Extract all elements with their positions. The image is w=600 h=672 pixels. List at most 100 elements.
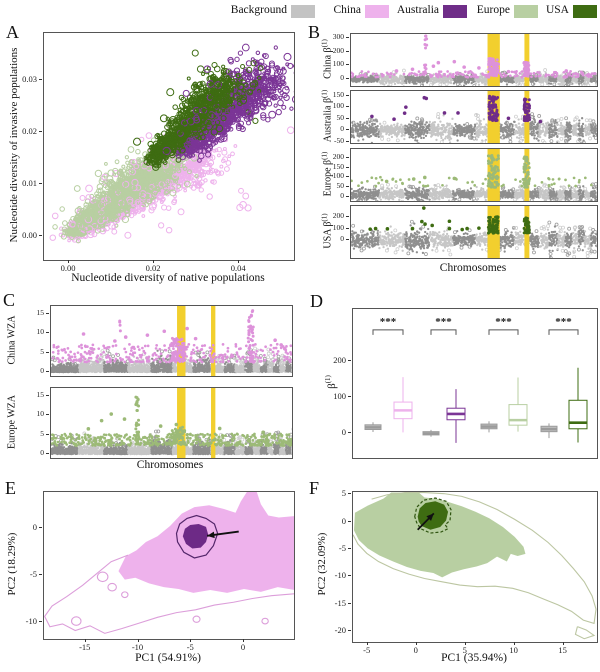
legend-item-label: Europe (476, 4, 510, 16)
y-tick-mark (46, 332, 49, 334)
y-tick-mark (39, 573, 42, 575)
panel-b-row-4-label: USA β(1) (320, 213, 333, 248)
x-tick-mark (84, 639, 86, 642)
panel-b-x-axis-title: Chromosomes (439, 262, 507, 274)
legend-item-label: Australia (396, 4, 439, 16)
y-tick-label: 100 (332, 171, 344, 181)
y-tick-label: 100 (333, 391, 346, 402)
row-label-text: Europe WZA (6, 395, 18, 449)
y-tick-mark (348, 359, 351, 361)
row-label-text: Australia β (322, 97, 334, 143)
x-tick-label: 0.04 (230, 263, 246, 273)
y-tick-mark (46, 394, 49, 396)
panel-b-row-1-canvas (350, 33, 598, 87)
legend-swatch (514, 5, 538, 18)
y-tick-label: 50 (336, 112, 345, 122)
x-tick-label: 0.02 (145, 263, 161, 273)
y-tick-label: 0 (340, 73, 344, 83)
panel-c-row-2-label: Europe WZA (7, 395, 18, 449)
x-tick-mark (464, 642, 466, 645)
panel-b-row-3-label: Europe β(1) (320, 152, 333, 197)
row-label-superscript: (1) (320, 151, 329, 160)
x-tick-label: 15 (558, 645, 567, 655)
x-tick-label: 0.00 (60, 263, 76, 273)
x-tick-label: -5 (363, 645, 371, 655)
y-tick-label: 5 (341, 488, 346, 499)
legend-item-label: Background (230, 4, 287, 16)
y-tick-label: 5 (40, 428, 44, 438)
y-tick-label: 0.02 (22, 125, 37, 136)
y-tick-label: 15 (36, 389, 45, 399)
y-tick-mark (39, 235, 42, 237)
y-tick-mark (346, 94, 349, 96)
panel-d-y-axis-title: β(1) (324, 375, 338, 389)
row-label-superscript: (1) (320, 39, 329, 48)
x-tick-mark (137, 639, 139, 642)
y-tick-label: 0 (340, 191, 344, 201)
y-tick-mark (348, 575, 351, 577)
y-tick-label: 50 (336, 181, 345, 191)
panel-label-a: A (6, 22, 19, 42)
row-label-superscript: (1) (320, 89, 329, 98)
y-tick-label: 150 (332, 89, 344, 99)
y-tick-mark (39, 621, 42, 623)
y-tick-mark (348, 520, 351, 522)
y-tick-mark (346, 196, 349, 198)
y-tick-label: 0.00 (22, 230, 37, 241)
x-tick-mark (190, 639, 192, 642)
y-tick-mark (346, 50, 349, 52)
y-tick-label: 200 (332, 151, 344, 161)
row-label-text: USA β (322, 221, 334, 249)
panel-a-x-axis-title: Nucleotide diversity of native populatio… (71, 272, 265, 284)
y-tick-label: 0 (40, 366, 44, 376)
row-label-text: China β (322, 47, 334, 79)
x-tick-mark (366, 642, 368, 645)
x-tick-label: -10 (131, 642, 144, 652)
x-tick-mark (562, 642, 564, 645)
y-tick-mark (346, 140, 349, 142)
y-tick-mark (39, 78, 42, 80)
y-tick-mark (46, 312, 49, 314)
y-tick-mark (39, 182, 42, 184)
x-tick-label: 0 (413, 645, 418, 655)
y-tick-label: 100 (332, 101, 344, 111)
y-tick-label: 0 (340, 124, 344, 134)
y-tick-label: -5 (29, 568, 37, 579)
y-tick-label: -50 (334, 135, 344, 145)
y-tick-label: 5 (40, 346, 44, 356)
panel-b-row-3-canvas (350, 148, 598, 202)
y-tick-mark (348, 602, 351, 604)
y-tick-mark (346, 186, 349, 188)
x-tick-label: 10 (509, 645, 518, 655)
panel-label-c: C (3, 290, 16, 310)
panel-f-x-axis-title: PC1 (35.94%) (441, 652, 507, 664)
panel-a-scatter-canvas (43, 32, 295, 261)
y-tick-mark (46, 371, 49, 373)
y-tick-label: 10 (36, 327, 45, 337)
y-tick-mark (348, 493, 351, 495)
y-tick-label: 0 (341, 427, 346, 438)
y-tick-label: -10 (334, 570, 346, 581)
panel-label-b: B (308, 22, 321, 42)
panel-f-density-canvas (352, 491, 598, 643)
y-tick-mark (46, 414, 49, 416)
y-tick-mark (348, 396, 351, 398)
y-tick-label: -5 (338, 542, 346, 553)
y-tick-mark (346, 129, 349, 131)
legend-item-label: China (333, 4, 361, 16)
legend-swatch (365, 5, 389, 18)
x-tick-mark (243, 639, 244, 642)
y-tick-mark (39, 130, 42, 132)
y-tick-mark (346, 78, 349, 80)
panel-b-row-1-label: China β(1) (320, 39, 333, 79)
y-tick-label: 0 (32, 521, 37, 532)
y-tick-mark (348, 547, 351, 549)
y-tick-label: -20 (334, 625, 346, 636)
y-tick-mark (346, 176, 349, 178)
y-tick-mark (346, 156, 349, 158)
panel-label-d: D (310, 291, 323, 311)
y-tick-label: 15 (36, 307, 45, 317)
x-tick-mark (68, 260, 70, 263)
y-tick-label: 150 (332, 161, 344, 171)
y-tick-mark (348, 432, 351, 434)
